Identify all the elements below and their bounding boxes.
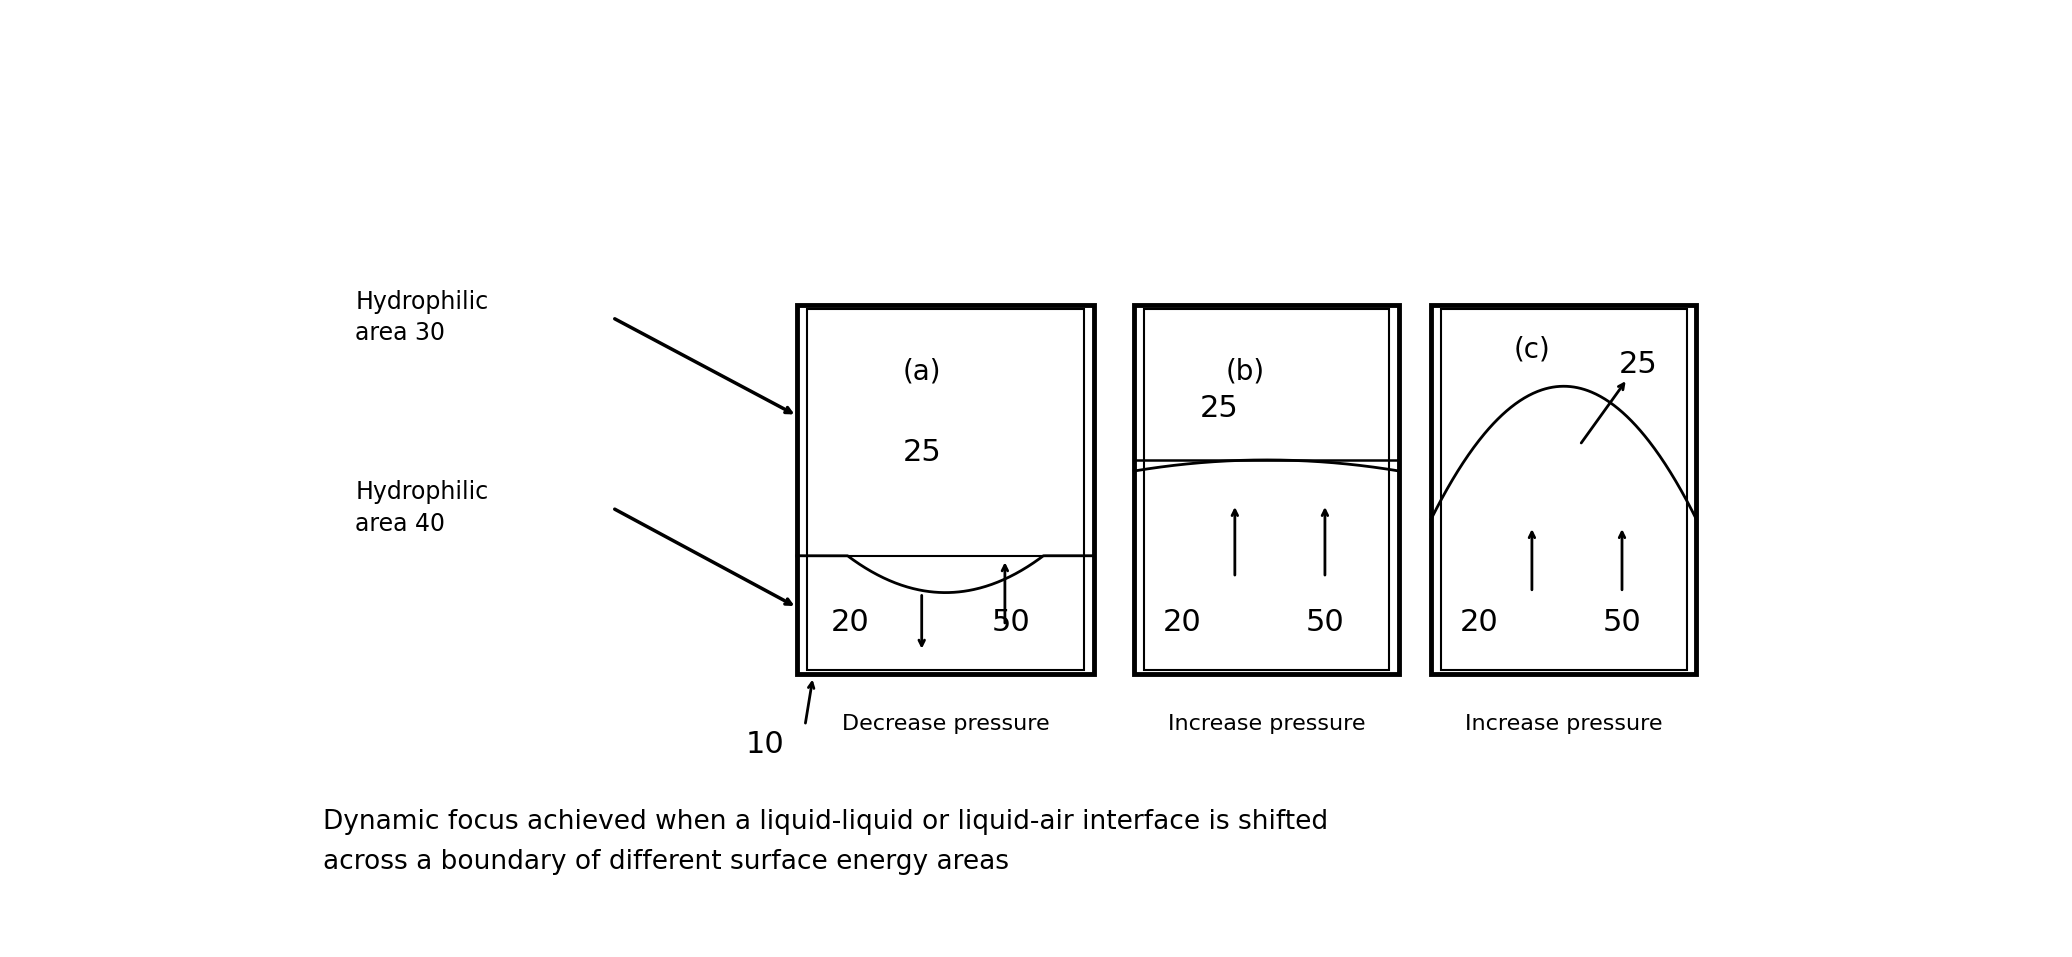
Bar: [1440, 309, 1687, 670]
Text: Dynamic focus achieved when a liquid-liquid or liquid-air interface is shifted
a: Dynamic focus achieved when a liquid-liq…: [323, 809, 1328, 875]
Text: 20: 20: [1162, 608, 1202, 636]
Bar: [1133, 305, 1399, 674]
Bar: [798, 305, 1094, 674]
Text: 20: 20: [831, 608, 870, 636]
Text: 50: 50: [1305, 608, 1345, 636]
Bar: [1432, 305, 1697, 674]
Text: Decrease pressure: Decrease pressure: [841, 714, 1048, 734]
Text: Increase pressure: Increase pressure: [1169, 714, 1365, 734]
Bar: [798, 305, 1094, 674]
Bar: [806, 309, 1084, 670]
Text: 20: 20: [1459, 608, 1498, 636]
Text: 25: 25: [1200, 394, 1239, 423]
Text: Increase pressure: Increase pressure: [1465, 714, 1662, 734]
Text: 50: 50: [992, 608, 1030, 636]
Text: (a): (a): [903, 358, 941, 386]
Bar: [1133, 305, 1399, 674]
Text: 25: 25: [901, 438, 941, 467]
Text: 10: 10: [746, 730, 783, 759]
Text: 25: 25: [1618, 349, 1658, 379]
Text: 50: 50: [1602, 608, 1641, 636]
Text: Hydrophilic
area 40: Hydrophilic area 40: [356, 480, 489, 536]
Text: (c): (c): [1513, 335, 1550, 364]
Text: Hydrophilic
area 30: Hydrophilic area 30: [356, 290, 489, 345]
Bar: [1144, 309, 1390, 670]
Text: (b): (b): [1227, 358, 1266, 386]
Bar: [1432, 305, 1697, 674]
